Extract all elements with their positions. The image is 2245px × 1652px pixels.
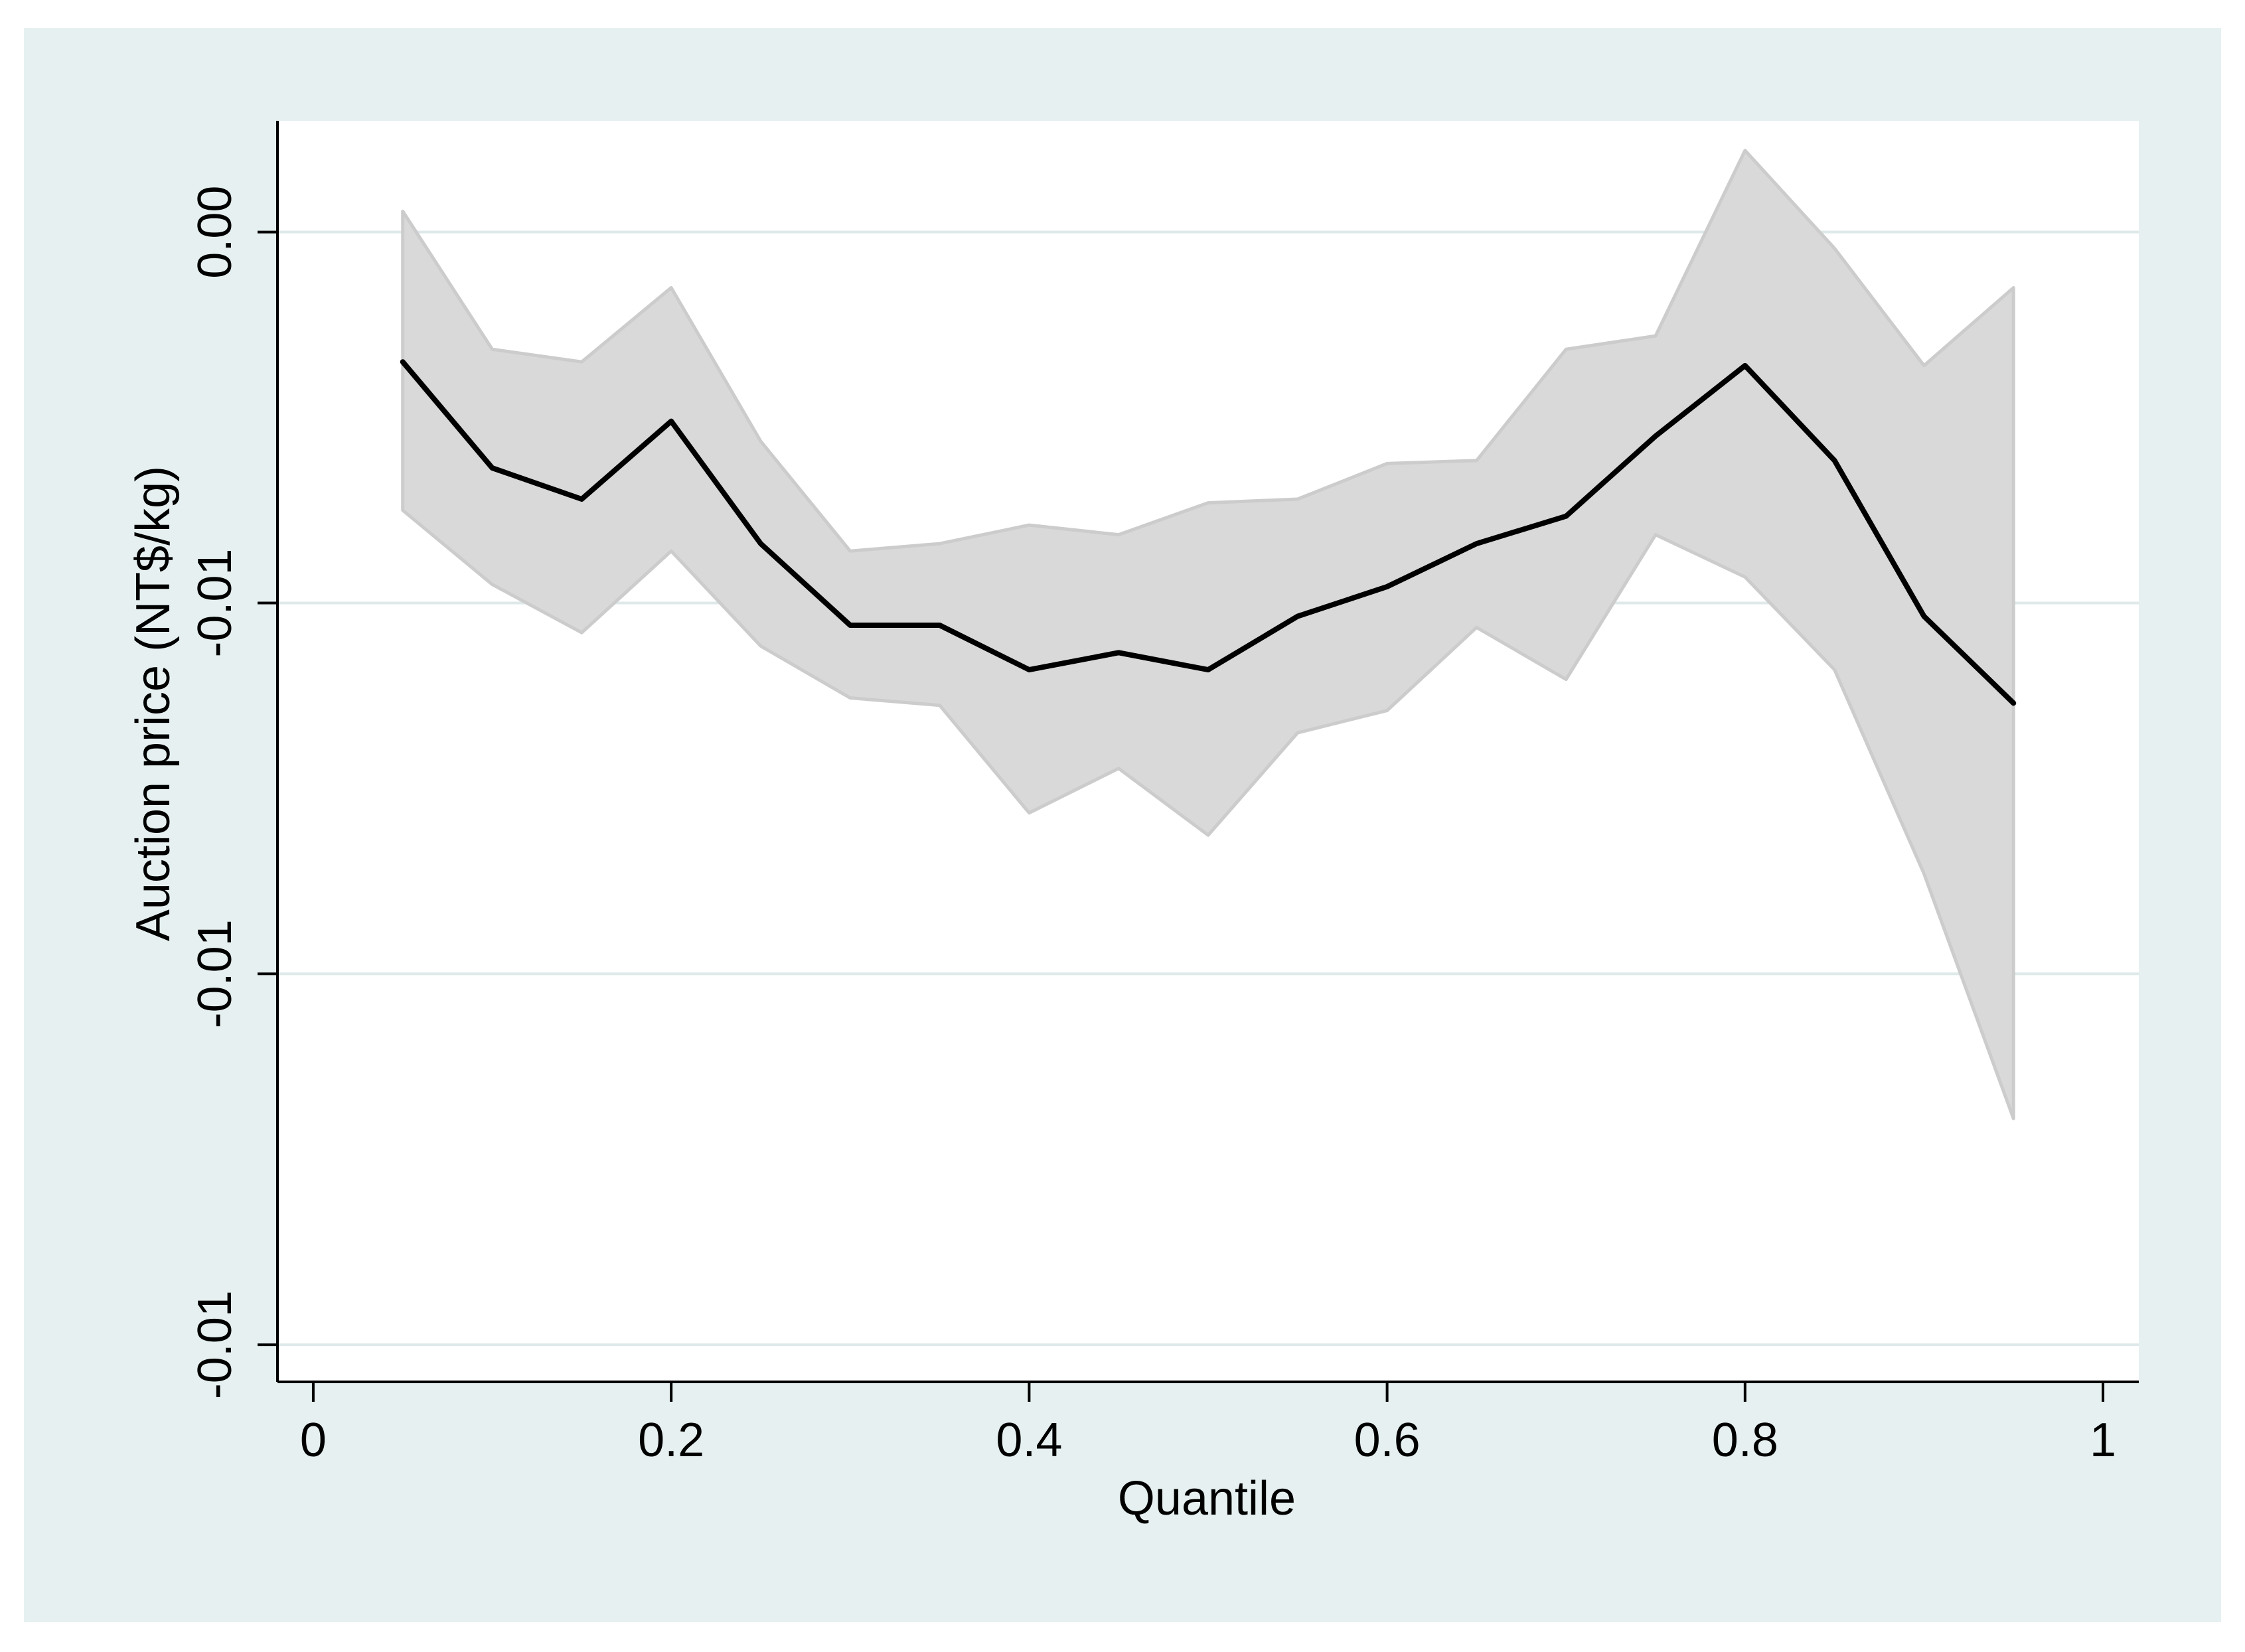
x-axis-label: Quantile [1118, 1472, 1296, 1525]
y-tick-label-0: 0.00 [189, 186, 242, 279]
data-point [2013, 703, 2014, 704]
x-tick-label-3: 0.6 [1354, 1414, 1421, 1467]
x-tick-label-4: 0.8 [1712, 1414, 1778, 1467]
data-point [939, 625, 940, 626]
data-point [1744, 365, 1745, 366]
x-tick-label-5: 1 [2090, 1414, 2116, 1467]
x-tick-label-1: 0.2 [638, 1414, 704, 1467]
axes: 0 0.2 0.4 0.6 0.8 1 0.00 -0.01 -0.01 -0.01 [189, 121, 2139, 1467]
y-tick-label-3: -0.01 [189, 1290, 242, 1399]
data-point [581, 499, 582, 500]
data-point [492, 468, 493, 469]
y-axis-label: Auction price (NT$/kg) [127, 466, 180, 941]
series-line-0 [400, 359, 2017, 706]
data-point [1297, 616, 1298, 617]
series-line-layer [400, 359, 2017, 706]
data-point [1834, 460, 1835, 461]
y-tick-label-2: -0.01 [189, 919, 242, 1028]
x-tick-label-0: 0 [300, 1414, 327, 1467]
y-tick-label-1: -0.01 [189, 548, 242, 657]
confidence-band [401, 149, 2015, 1120]
confidence-band-layer [401, 149, 2015, 1120]
x-tick-label-2: 0.4 [996, 1414, 1062, 1467]
